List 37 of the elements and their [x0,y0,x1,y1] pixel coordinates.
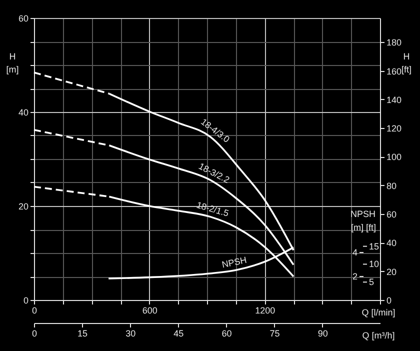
y3-tick-label: 2 [352,272,358,282]
y2-tick-label: 140 [386,94,402,105]
text: NPSH [220,254,248,270]
y2-tick-label: 180 [386,38,402,48]
y3-tick-label: 4 [352,248,358,258]
y2-tick-label: 60 [386,210,397,220]
x2-tick-label: 75 [270,328,280,338]
text: 18-2/1.5 [195,200,230,218]
y-tick-label: 20 [18,202,28,212]
y2-tick-label: 0 [386,296,392,306]
y2-tick-label: 80 [386,180,397,191]
annotation: 5 [369,277,374,288]
annotation: NPSH [350,209,376,219]
y2-tick-label: 120 [386,124,402,134]
y2-tick-label: 100 [386,152,402,162]
x-tick-label: 600 [142,306,158,316]
x-tick-label: 1200 [255,306,276,316]
y-tick-label: 60 [18,14,28,24]
y2-axis-title: H [ft] [401,52,412,74]
y2-tick-label: 160 [386,66,402,76]
y3-axis-title: [m] [ft] [350,222,376,232]
x2-tick-label: 60 [222,328,232,338]
y-tick-label: 40 [18,108,28,118]
y2-tick-label: 40 [386,238,397,248]
y-tick-label: 0 [23,296,28,306]
y2-tick-label: 20 [386,266,397,277]
annotation: 10 [369,259,380,270]
x2-tick-label: 30 [126,328,136,338]
x-tick-label: 0 [32,306,38,316]
x2-tick-label: 90 [318,328,328,338]
x2-tick-label: 15 [78,328,88,338]
x2-axis-title: Q [m³/h] [362,330,395,340]
x2-tick-label: 45 [174,328,184,338]
x-axis-title: Q [l/min] [362,308,396,318]
x2-tick-label: 0 [32,328,38,338]
y-axis-title: H [m] [6,52,19,74]
annotation: 15 [369,241,380,252]
